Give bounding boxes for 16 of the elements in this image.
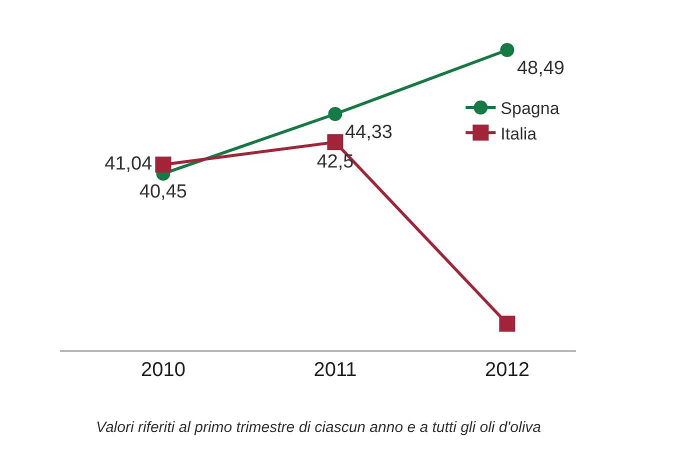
x-tick-label: 2012: [484, 359, 530, 381]
legend-label: Spagna: [500, 99, 560, 118]
point: [327, 134, 344, 150]
x-tick-label: 2011: [314, 359, 357, 381]
legend-label: Italia: [500, 124, 538, 144]
data-label: 42,5: [316, 151, 354, 172]
point: [328, 107, 342, 122]
point: [499, 316, 516, 332]
data-label: 41,04: [104, 153, 153, 174]
data-label: 48,49: [516, 58, 564, 79]
point: [155, 156, 172, 173]
x-tick-label: 2010: [140, 359, 186, 381]
data-label: 44,33: [344, 122, 392, 144]
text: Valori riferiti al primo trimestre di ciascun anno e a tutti gli oli d'oliva: [96, 419, 541, 436]
data-label: 40,45: [139, 182, 187, 203]
point: [500, 43, 514, 57]
